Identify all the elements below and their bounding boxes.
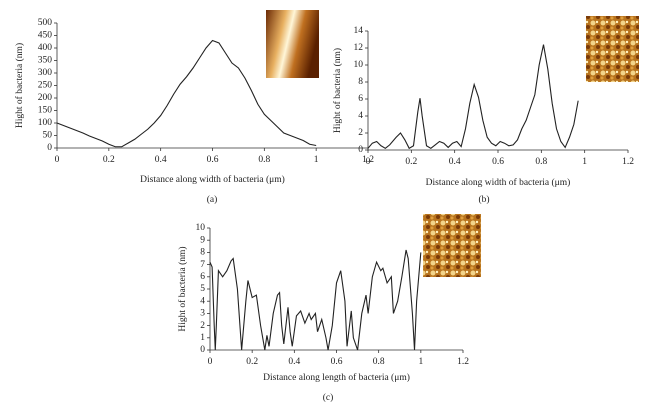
y-axis-label: Hight of bacteria (nm): [332, 48, 343, 133]
x-tick-label: 0.6: [331, 357, 343, 367]
y-tick-label: 1: [200, 333, 205, 343]
x-tick-label: 0.8: [258, 155, 270, 165]
x-tick-label: 0.2: [246, 357, 258, 367]
y-tick-label: 100: [38, 118, 53, 128]
y-tick-label: 150: [38, 106, 53, 116]
x-tick-label: 0.4: [288, 357, 300, 367]
data-line: [56, 39, 317, 148]
y-tick-label: 450: [38, 31, 53, 41]
y-tick-label: 8: [200, 248, 205, 258]
x-tick-label: 0.4: [449, 157, 461, 167]
y-tick-label: 250: [38, 81, 53, 91]
y-tick-label: 9: [200, 235, 205, 245]
x-axis-label: Distance along length of bacteria (μm): [263, 372, 410, 383]
y-tick-label: 4: [200, 296, 205, 306]
y-tick-label: 3: [200, 309, 205, 319]
y-tick-label: 5: [200, 284, 205, 294]
x-tick-label: 0: [55, 155, 60, 165]
inset-image: [266, 10, 319, 78]
y-axis-label: Hight of bacteria (nm): [177, 246, 188, 331]
y-tick-label: 6: [200, 272, 205, 282]
y-tick-label: 12: [354, 43, 364, 53]
x-tick-label: 0.8: [535, 157, 547, 167]
inset-image: [423, 214, 481, 277]
x-tick-label: 0.6: [492, 157, 504, 167]
data-line: [367, 44, 579, 150]
x-axis-label: Distance along width of bacteria (μm): [426, 177, 571, 188]
y-tick-label: 2: [200, 321, 205, 331]
x-tick-label: 1.2: [622, 157, 634, 167]
x-tick-label: 0: [208, 357, 213, 367]
y-axis-label: Hight of bacteria (nm): [14, 43, 25, 128]
x-tick-label: 1: [314, 155, 319, 165]
caption: (b): [478, 194, 489, 205]
x-axis-label: Distance along width of bacteria (μm): [140, 174, 285, 185]
x-tick-label: 0.2: [405, 157, 417, 167]
x-tick-label: 1: [582, 157, 587, 167]
y-tick-label: 50: [43, 131, 53, 141]
y-tick-label: 4: [358, 111, 363, 121]
x-tick-label: 0.6: [207, 155, 219, 165]
x-tick-label: 0.4: [155, 155, 167, 165]
x-tick-label: 1.2: [362, 155, 374, 165]
x-tick-label: 0.8: [373, 357, 385, 367]
y-tick-label: 0: [358, 145, 363, 155]
y-tick-label: 7: [200, 260, 205, 270]
y-tick-label: 0: [200, 345, 205, 355]
y-tick-label: 8: [358, 77, 363, 87]
y-tick-label: 2: [358, 128, 363, 138]
y-tick-label: 400: [38, 43, 53, 53]
caption: (c): [323, 392, 334, 403]
x-tick-label: 0.2: [103, 155, 115, 165]
x-tick-label: 1: [418, 357, 423, 367]
x-tick-label: 0: [366, 157, 371, 167]
caption: (a): [207, 194, 218, 205]
y-tick-label: 14: [354, 26, 364, 36]
y-tick-label: 10: [196, 223, 206, 233]
y-tick-label: 0: [47, 143, 52, 153]
inset-image: [586, 16, 639, 82]
y-tick-label: 6: [358, 94, 363, 104]
y-tick-label: 10: [354, 60, 364, 70]
x-tick-label: 1.2: [457, 357, 469, 367]
y-tick-label: 200: [38, 93, 53, 103]
y-tick-label: 300: [38, 68, 53, 78]
y-tick-label: 500: [38, 18, 53, 28]
y-tick-label: 350: [38, 56, 53, 66]
data-line: [209, 249, 422, 351]
